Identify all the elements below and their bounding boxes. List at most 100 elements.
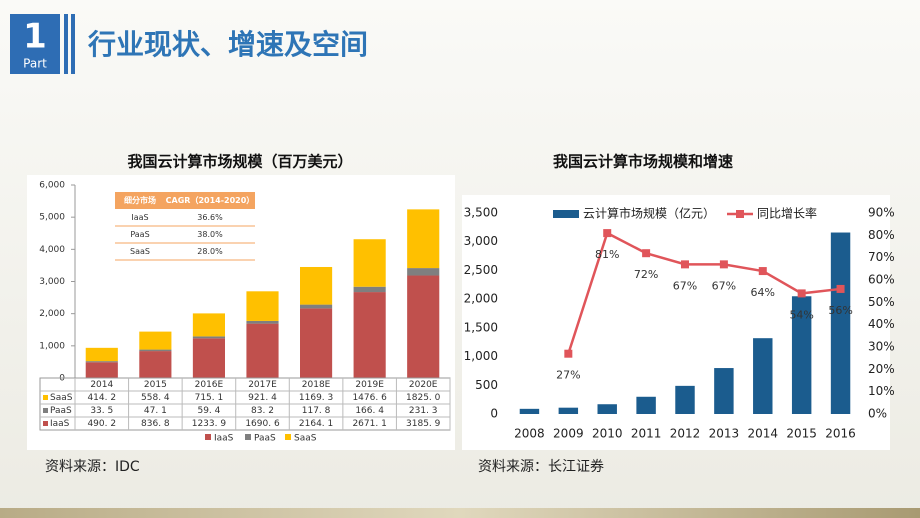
y-tick-label: 500 [475,378,498,392]
chart-title: 我国云计算市场规模（百万美元） [127,153,352,171]
data-label: 67% [673,279,697,292]
bar-segment [407,268,440,276]
bar-segment [246,320,279,324]
inset-cell: 38.0% [197,230,223,239]
y-tick-label: 1,500 [464,320,498,334]
x-tick-label: 2016 [825,427,856,441]
data-label: 33. 5 [90,406,113,416]
legend-swatch [285,434,291,440]
legend-label: 云计算市场规模（亿元） [583,206,715,221]
data-label: 72% [634,268,658,281]
data-label: 2164. 1 [299,419,333,429]
bar [519,408,540,414]
bar-segment [407,209,440,269]
data-label: 490. 2 [87,419,116,429]
row-label: PaaS [50,406,72,416]
legend-label: PaaS [254,434,276,444]
line [567,231,841,355]
data-label: 67% [712,279,736,292]
x-tick-label: 2016E [195,380,224,390]
x-tick-label: 2014 [748,427,779,441]
data-label: 715. 1 [195,393,224,403]
x-tick-label: 2018E [302,380,331,390]
bar [675,385,695,414]
inset-cell: SaaS [130,247,150,256]
y-tick-label: 3,000 [39,277,65,287]
y2-tick-label: 90% [868,206,895,220]
y-tick-label: 3,000 [464,234,498,248]
row-swatch [43,395,48,400]
data-label: 47. 1 [144,406,167,416]
bar-segment [192,338,225,378]
x-tick-label: 2015 [786,427,817,441]
x-tick-label: 2013 [709,427,740,441]
line-marker [564,349,573,358]
data-label: 27% [556,369,580,382]
bar-segment [300,304,333,309]
data-label: 231. 3 [409,406,438,416]
bar-segment [139,351,172,378]
data-label: 59. 4 [197,406,220,416]
line-marker [681,260,689,269]
y-tick-label: 2,000 [39,309,65,319]
legend-label: 同比增长率 [757,206,817,221]
bar-segment [85,361,118,363]
data-label: 414. 2 [87,393,116,403]
bar-segment [192,336,225,339]
data-label: 81% [595,248,619,261]
data-label: 3185. 9 [406,419,441,429]
x-tick-label: 2019E [355,380,384,390]
x-tick-label: 2010 [592,427,623,441]
data-label: 1233. 9 [192,419,227,429]
bar-decor [64,14,68,74]
line-marker [758,267,767,276]
y-tick-label: 2,000 [464,292,498,306]
data-label: 921. 4 [248,393,277,403]
chart-title: 我国云计算市场规模和增速 [553,153,733,171]
x-tick-label: 2009 [553,427,584,441]
bottom-strip [0,508,920,518]
legend-swatch [553,210,579,218]
y2-tick-label: 20% [868,362,895,376]
bar-decor [71,14,75,74]
data-label: 1169. 3 [299,393,333,403]
bar-segment [300,308,333,378]
source: 资料来源：IDC [45,459,140,475]
row-swatch [43,408,48,413]
y2-tick-label: 40% [868,317,895,331]
x-tick-label: 2017E [248,380,277,390]
bar-segment [139,331,172,350]
data-label: 83. 2 [251,406,274,416]
y-tick-label: 2,500 [464,263,498,277]
bar-segment [85,362,118,378]
data-label: 56% [828,304,852,317]
y2-tick-label: 0% [868,407,887,421]
data-label: 558. 4 [141,393,170,403]
y-tick-label: 1,000 [464,349,498,363]
bar-segment [300,266,333,305]
y-tick-label: 0 [490,407,498,421]
inset-header-text: CAGR（2014-2020） [166,195,255,205]
slide-title: 行业现状、增速及空间 [87,28,368,61]
bar-segment [353,292,386,378]
x-tick-label: 2020E [409,380,438,390]
line-marker [836,284,845,293]
bar [753,338,773,414]
part-number: 1 [23,17,47,57]
inset-cell: PaaS [130,230,149,239]
row-label: IaaS [50,419,70,429]
source: 资料来源：长江证券 [478,459,604,475]
data-label: 64% [751,286,775,299]
bar [714,368,734,414]
y-tick-label: 4,000 [39,245,65,255]
bar-segment [353,239,386,287]
inset-cell: IaaS [131,213,148,222]
line-marker [719,260,728,269]
y2-tick-label: 50% [868,295,895,309]
x-tick-label: 2011 [631,427,662,441]
data-label: 117. 8 [302,406,331,416]
data-label: 836. 8 [141,419,170,429]
data-label: 1690. 6 [245,419,280,429]
row-swatch [43,421,48,426]
